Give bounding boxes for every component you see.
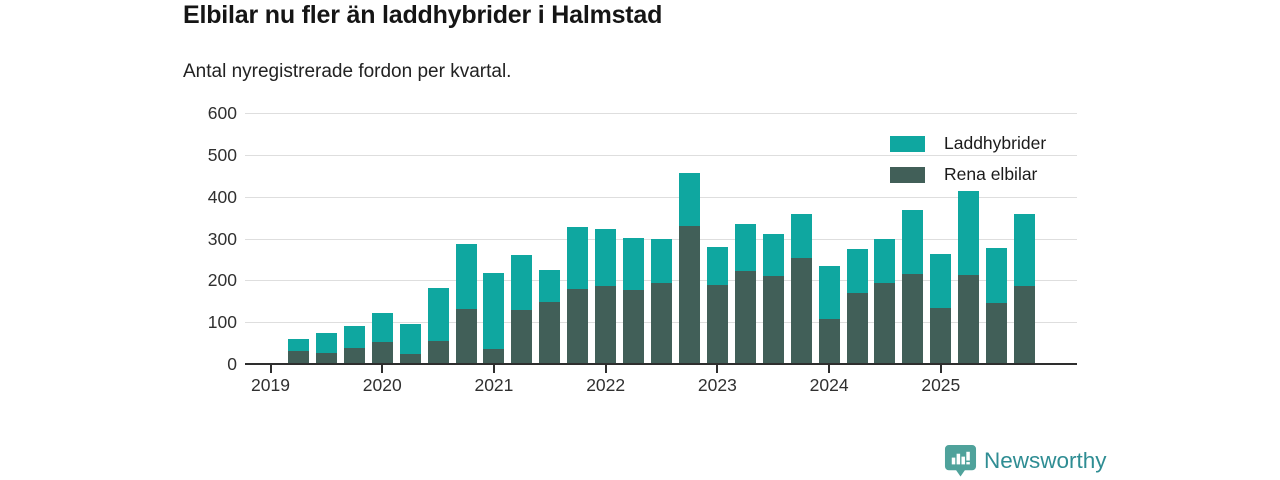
bar-segment-laddhybrider (651, 239, 673, 284)
bar-segment-laddhybrider (706, 246, 728, 285)
y-gridline (245, 113, 1077, 115)
bar-segment-rena-elbilar (1014, 286, 1036, 364)
x-axis-tick (269, 365, 272, 373)
bar-segment-laddhybrider (902, 210, 924, 275)
bar-segment-laddhybrider (287, 338, 309, 352)
bar-segment-rena-elbilar (874, 283, 896, 364)
y-axis-tick-label: 100 (207, 312, 237, 333)
chart-subtitle: Antal nyregistrerade fordon per kvartal. (183, 61, 512, 82)
y-axis-tick-label: 300 (207, 228, 237, 249)
bar-segment-rena-elbilar (790, 257, 812, 364)
bar-segment-rena-elbilar (623, 290, 645, 364)
y-axis-tick-label: 600 (207, 103, 237, 124)
bar-segment-laddhybrider (678, 172, 700, 226)
legend-swatch (890, 135, 925, 152)
bar-segment-laddhybrider (427, 287, 449, 341)
x-axis-tick-label: 2022 (586, 375, 626, 395)
bar-segment-laddhybrider (958, 190, 980, 275)
bar-segment-laddhybrider (567, 226, 589, 290)
bar-segment-laddhybrider (539, 269, 561, 302)
y-axis-tick-label: 400 (207, 186, 237, 207)
bar-segment-laddhybrider (399, 324, 421, 355)
bar-segment-laddhybrider (986, 248, 1008, 303)
bar-segment-rena-elbilar (958, 274, 980, 364)
bar-segment-rena-elbilar (986, 302, 1008, 364)
bar-segment-rena-elbilar (455, 308, 477, 364)
x-axis-tick-label: 2025 (921, 375, 961, 395)
bar-segment-laddhybrider (371, 313, 393, 342)
bar-segment-rena-elbilar (483, 348, 505, 364)
bar-segment-laddhybrider (874, 239, 896, 284)
bar-segment-rena-elbilar (734, 271, 756, 364)
x-axis-tick-label: 2020 (362, 375, 402, 395)
bar-segment-rena-elbilar (343, 348, 365, 364)
bar-segment-rena-elbilar (539, 301, 561, 364)
bar-segment-laddhybrider (343, 325, 365, 349)
bar-segment-laddhybrider (734, 224, 756, 272)
y-axis-tick-label: 500 (207, 145, 237, 165)
bar-segment-laddhybrider (595, 228, 617, 287)
x-axis-tick (828, 365, 831, 373)
x-axis-tick (939, 365, 942, 373)
bar-segment-laddhybrider (846, 248, 868, 293)
bar-segment-laddhybrider (315, 332, 337, 353)
chart-title: Elbilar nu fler än laddhybrider i Halmst… (183, 1, 663, 29)
bar-segment-rena-elbilar (287, 351, 309, 364)
bar-segment-rena-elbilar (595, 286, 617, 364)
newsworthy-logo-icon (944, 444, 977, 477)
bar-segment-rena-elbilar (427, 340, 449, 364)
newsworthy-logo-text: Newsworthy (984, 448, 1107, 473)
x-axis-tick (492, 365, 495, 373)
bar-segment-rena-elbilar (371, 341, 393, 364)
x-axis-tick (381, 365, 384, 373)
legend: Laddhybrider Rena elbilar (890, 133, 1046, 195)
legend-label: Rena elbilar (944, 164, 1038, 184)
x-axis-tick (716, 365, 719, 373)
brand-footer: Newsworthy (944, 444, 1107, 478)
bar-segment-laddhybrider (818, 265, 840, 319)
bar-segment-rena-elbilar (399, 354, 421, 364)
bar-segment-laddhybrider (762, 234, 784, 277)
x-axis-tick-label: 2019 (251, 375, 290, 395)
y-gridline (245, 155, 1077, 156)
legend-label: Laddhybrider (944, 133, 1047, 153)
legend-swatch (890, 166, 925, 183)
bar-segment-rena-elbilar (315, 352, 337, 364)
bar-segment-rena-elbilar (818, 318, 840, 364)
bar-segment-rena-elbilar (678, 225, 700, 364)
bar-segment-laddhybrider (790, 213, 812, 258)
x-axis-tick-label: 2024 (809, 375, 849, 395)
bar-segment-laddhybrider (511, 254, 533, 311)
x-axis-tick (604, 365, 607, 373)
x-axis-tick-label: 2021 (474, 375, 514, 395)
bar-segment-rena-elbilar (930, 307, 952, 364)
bar-segment-rena-elbilar (511, 310, 533, 364)
y-gridline (245, 196, 1077, 198)
legend-item: Rena elbilar (890, 164, 1046, 185)
bar-segment-laddhybrider (455, 243, 477, 309)
bar-segment-rena-elbilar (567, 289, 589, 364)
x-axis-tick-label: 2023 (697, 375, 737, 395)
bar-segment-laddhybrider (623, 238, 645, 290)
bar-segment-laddhybrider (483, 272, 505, 349)
bar-segment-rena-elbilar (762, 276, 784, 364)
bar-segment-laddhybrider (930, 254, 952, 308)
x-axis-line (245, 363, 1077, 365)
bar-segment-rena-elbilar (846, 292, 868, 364)
y-axis-tick-label: 0 (227, 354, 237, 374)
bar-segment-rena-elbilar (706, 284, 728, 364)
bar-segment-rena-elbilar (651, 283, 673, 364)
y-axis-tick-label: 200 (207, 270, 237, 291)
bar-segment-laddhybrider (1014, 213, 1036, 287)
legend-item: Laddhybrider (890, 133, 1046, 154)
bar-segment-rena-elbilar (902, 274, 924, 364)
